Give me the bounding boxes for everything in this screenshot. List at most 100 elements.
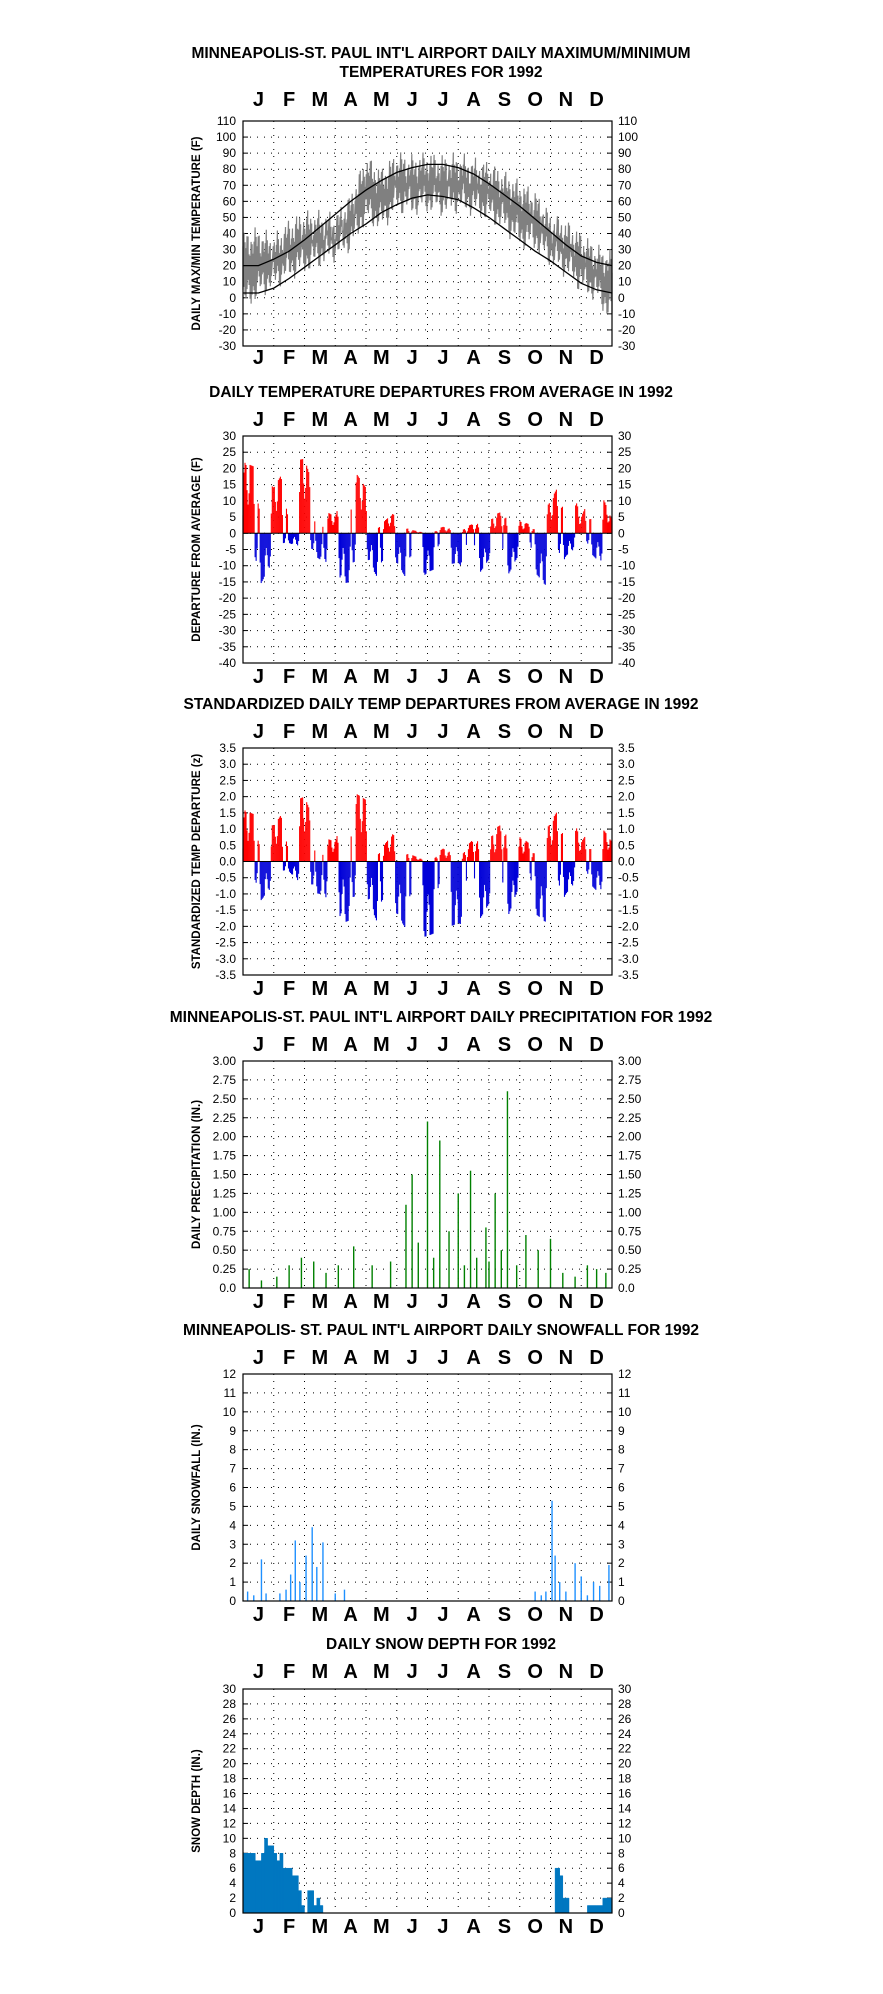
month-label-bottom: A bbox=[343, 978, 357, 1000]
chart-temps: MINNEAPOLIS-ST. PAUL INT'L AIRPORT DAILY… bbox=[191, 45, 691, 369]
y-tick-label-left: 2.50 bbox=[213, 1092, 237, 1106]
month-label-bottom: J bbox=[253, 347, 264, 369]
y-tick-label-left: 110 bbox=[217, 114, 236, 128]
y-tick-label-right: 11 bbox=[618, 1386, 631, 1400]
y-tick-label-left: 1 bbox=[229, 1575, 236, 1589]
month-label-top: J bbox=[437, 1661, 448, 1683]
snow-depth-area bbox=[242, 1838, 613, 1914]
y-tick-label-left: 2.0 bbox=[219, 790, 236, 804]
month-label-top: D bbox=[589, 1661, 603, 1683]
month-label-top: J bbox=[253, 1034, 264, 1056]
month-label-bottom: S bbox=[498, 1916, 511, 1938]
y-tick-label-right: -1.5 bbox=[618, 903, 639, 917]
month-label-bottom: M bbox=[312, 978, 329, 1000]
y-tick-label-left: 0 bbox=[229, 1594, 236, 1608]
month-label-top: A bbox=[466, 721, 480, 743]
month-label-bottom: J bbox=[253, 978, 264, 1000]
month-label-bottom: A bbox=[466, 1604, 480, 1626]
month-label-top: M bbox=[373, 1347, 390, 1369]
y-tick-label-right: -1.0 bbox=[618, 887, 639, 901]
y-tick-label-right: 20 bbox=[618, 461, 632, 475]
month-label-top: D bbox=[589, 721, 603, 743]
month-label-top: O bbox=[527, 721, 543, 743]
month-label-top: A bbox=[466, 89, 480, 111]
month-label-bottom: A bbox=[343, 666, 357, 688]
month-label-bottom: S bbox=[498, 347, 511, 369]
y-axis-label: SNOW DEPTH (IN.) bbox=[191, 1749, 203, 1853]
y-tick-label-right: 1.00 bbox=[618, 1205, 642, 1219]
y-tick-label-left: 3.00 bbox=[213, 1054, 237, 1068]
y-tick-label-left: 9 bbox=[229, 1424, 236, 1438]
y-tick-label-right: -30 bbox=[618, 624, 636, 638]
y-tick-label-left: -25 bbox=[219, 607, 237, 621]
y-tick-label-right: -5 bbox=[618, 543, 629, 557]
y-tick-label-right: 2.5 bbox=[618, 773, 635, 787]
month-label-bottom: A bbox=[466, 978, 480, 1000]
y-tick-label-left: 28 bbox=[223, 1697, 237, 1711]
month-label-top: J bbox=[253, 1347, 264, 1369]
y-tick-label-left: 16 bbox=[223, 1787, 237, 1801]
month-label-bottom: D bbox=[589, 1291, 603, 1313]
y-tick-label-right: -10 bbox=[618, 559, 636, 573]
y-tick-label-left: 20 bbox=[223, 461, 237, 475]
y-tick-label-left: 80 bbox=[223, 162, 237, 176]
y-tick-label-right: 10 bbox=[618, 1405, 632, 1419]
y-tick-label-right: 30 bbox=[618, 243, 632, 257]
y-tick-label-left: 1.5 bbox=[219, 806, 236, 820]
y-tick-label-right: 80 bbox=[618, 162, 632, 176]
month-label-bottom: O bbox=[527, 347, 543, 369]
month-label-bottom: N bbox=[559, 1916, 573, 1938]
y-tick-label-left: 70 bbox=[223, 178, 237, 192]
month-label-top: J bbox=[407, 409, 418, 431]
y-tick-label-right: 15 bbox=[618, 478, 632, 492]
month-label-top: O bbox=[527, 1034, 543, 1056]
y-tick-label-left: -10 bbox=[219, 559, 237, 573]
month-label-top: F bbox=[283, 89, 295, 111]
month-label-top: J bbox=[437, 409, 448, 431]
y-tick-label-left: 5 bbox=[229, 510, 236, 524]
month-label-bottom: A bbox=[466, 1916, 480, 1938]
y-tick-label-left: 0.0 bbox=[219, 855, 236, 869]
month-label-top: S bbox=[498, 1034, 511, 1056]
y-tick-label-left: 6 bbox=[229, 1481, 236, 1495]
y-tick-label-right: 26 bbox=[618, 1712, 632, 1726]
month-label-top: N bbox=[559, 89, 573, 111]
month-label-bottom: D bbox=[589, 1916, 603, 1938]
y-tick-label-left: 50 bbox=[223, 210, 237, 224]
y-tick-label-right: 1.25 bbox=[618, 1186, 642, 1200]
y-tick-label-right: 2.50 bbox=[618, 1092, 642, 1106]
month-label-bottom: M bbox=[312, 1916, 329, 1938]
y-tick-label-left: 1.00 bbox=[213, 1205, 237, 1219]
month-label-top: N bbox=[559, 721, 573, 743]
y-tick-label-right: 90 bbox=[618, 146, 632, 160]
y-tick-label-left: 12 bbox=[223, 1367, 237, 1381]
month-label-top: S bbox=[498, 1347, 511, 1369]
y-tick-label-right: 30 bbox=[618, 429, 632, 443]
y-tick-label-right: 16 bbox=[618, 1787, 632, 1801]
y-tick-label-left: 3.5 bbox=[219, 741, 236, 755]
y-tick-label-right: 0.75 bbox=[618, 1224, 642, 1238]
month-label-top: A bbox=[343, 409, 357, 431]
plot-frame bbox=[242, 1688, 613, 1914]
chart-title: TEMPERATURES FOR 1992 bbox=[340, 64, 543, 81]
month-label-bottom: J bbox=[253, 1916, 264, 1938]
month-label-bottom: S bbox=[498, 1604, 511, 1626]
y-tick-label-left: 40 bbox=[223, 227, 237, 241]
month-label-top: S bbox=[498, 89, 511, 111]
grid bbox=[243, 1373, 612, 1602]
month-label-bottom: J bbox=[437, 666, 448, 688]
month-label-top: M bbox=[373, 721, 390, 743]
month-label-bottom: J bbox=[407, 978, 418, 1000]
plot-frame bbox=[242, 747, 613, 976]
month-label-top: S bbox=[498, 409, 511, 431]
month-label-bottom: J bbox=[253, 1604, 264, 1626]
y-tick-label-left: 1.25 bbox=[213, 1186, 237, 1200]
y-tick-label-left: 6 bbox=[229, 1861, 236, 1875]
month-label-top: D bbox=[589, 89, 603, 111]
chart-snowfall: MINNEAPOLIS- ST. PAUL INT'L AIRPORT DAIL… bbox=[183, 1322, 699, 1626]
month-label-bottom: M bbox=[312, 1604, 329, 1626]
y-tick-label-left: 90 bbox=[223, 146, 237, 160]
month-label-top: J bbox=[253, 1661, 264, 1683]
month-label-bottom: M bbox=[373, 666, 390, 688]
